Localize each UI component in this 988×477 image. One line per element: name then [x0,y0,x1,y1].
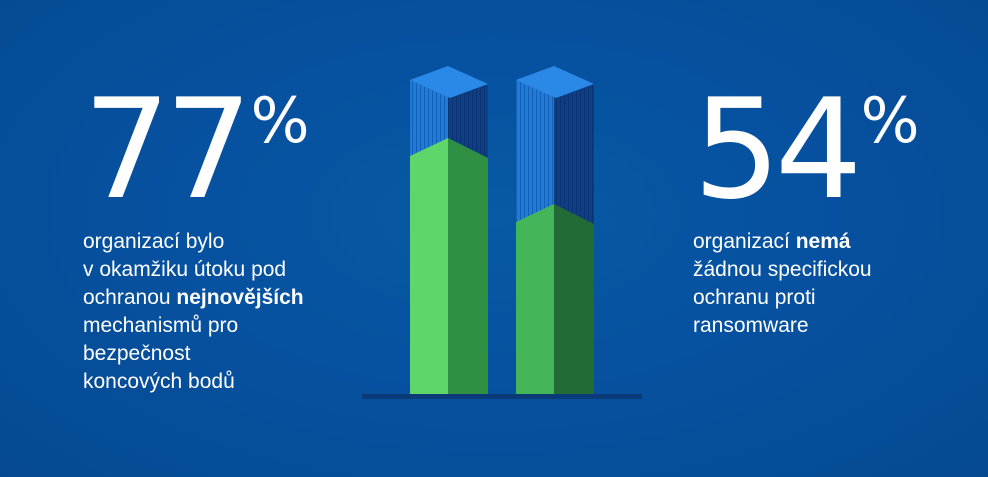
twin-towers-illustration [362,60,642,402]
stat-77-line: organizací bylo [83,230,225,253]
stat-77-percent-sign: % [250,84,310,157]
stat-77-line: mechanismů pro [83,314,239,337]
stat-77-bold-word: nejnovějších [176,286,304,309]
stat-54-line: ochranu proti [693,286,816,309]
stat-77-line: bezpečnost [83,342,191,365]
stat-77-number: 77 % [83,69,310,230]
stat-77-line: v okamžiku útoku pod [83,258,287,281]
ground-line [362,394,642,399]
stat-77-block: 77 % organizací bylo v okamžiku útoku po… [83,69,310,396]
left-tower [410,66,488,394]
stat-54-line: organizací nemá [693,230,851,253]
stat-54-number: 54 % [693,69,920,230]
stat-54-value: 54 [693,69,863,230]
stat-77-value: 77 [83,69,253,230]
stat-54-line: žádnou specifickou [693,258,872,281]
stat-77-description: organizací bylo v okamžiku útoku pod och… [83,228,310,396]
stat-54-bold-word: nemá [795,230,851,253]
stat-77-line: koncových bodů [83,370,235,393]
stat-54-line: ransomware [693,314,809,337]
right-tower [516,66,594,394]
twin-towers-icon [362,66,642,399]
stat-77-line: ochranou nejnovějších [83,286,304,309]
stat-54-block: 54 % organizací nemá žádnou specifickou … [693,69,920,340]
stat-54-description: organizací nemá žádnou specifickou ochra… [693,228,920,340]
stat-54-percent-sign: % [860,84,920,157]
